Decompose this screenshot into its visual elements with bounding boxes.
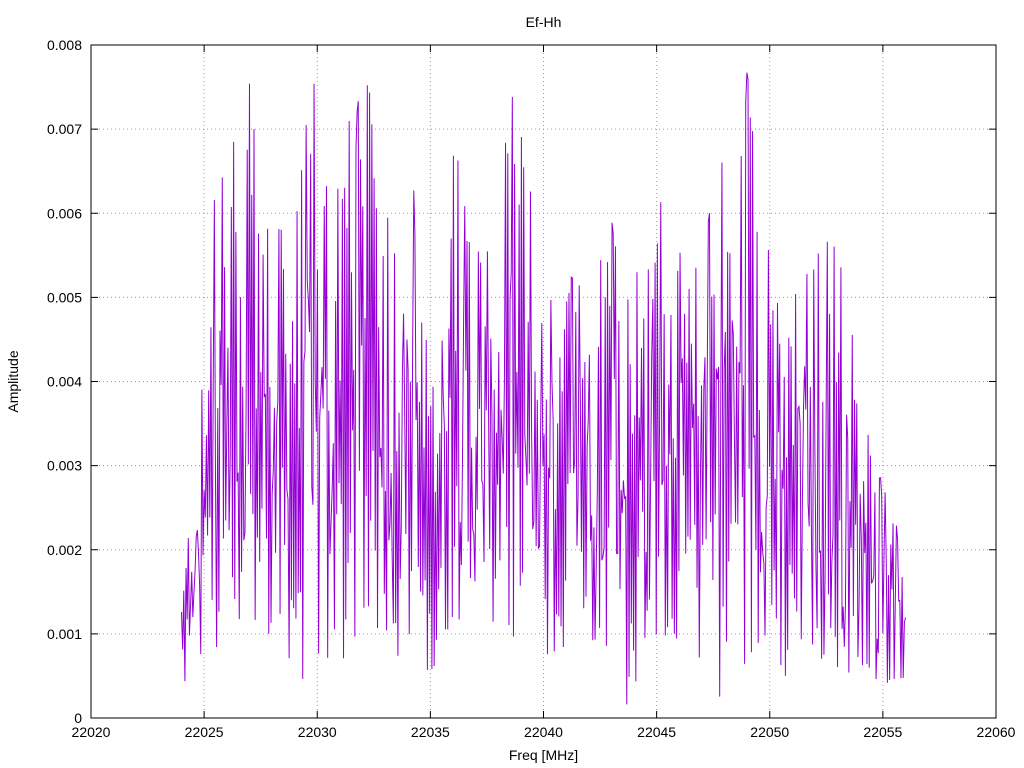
x-tick-label: 22035 xyxy=(411,724,450,740)
y-tick-label: 0.005 xyxy=(47,289,82,305)
grid xyxy=(91,45,996,718)
y-tick-label: 0.008 xyxy=(47,37,82,53)
x-tick-label: 22030 xyxy=(298,724,337,740)
series-layer xyxy=(181,72,906,705)
x-tick-label: 22040 xyxy=(524,724,563,740)
series-line xyxy=(181,72,906,705)
y-tick-label: 0.007 xyxy=(47,121,82,137)
x-tick-label: 22060 xyxy=(977,724,1016,740)
x-axis-label: Freq [MHz] xyxy=(509,747,578,763)
y-tick-label: 0.003 xyxy=(47,458,82,474)
x-tick-label: 22020 xyxy=(72,724,111,740)
y-axis-label: Amplitude xyxy=(5,350,21,412)
y-tick-label: 0.002 xyxy=(47,542,82,558)
y-tick-label: 0.006 xyxy=(47,205,82,221)
x-tick-label: 22045 xyxy=(637,724,676,740)
chart-title: Ef-Hh xyxy=(526,14,562,30)
x-tick-label: 22050 xyxy=(750,724,789,740)
y-tick-label: 0 xyxy=(74,710,82,726)
y-tick-label: 0.001 xyxy=(47,626,82,642)
y-tick-label: 0.004 xyxy=(47,374,82,390)
x-tick-label: 22025 xyxy=(185,724,224,740)
ticks: 22020 22025 22030 22035 22040 22045 22050 22055… xyxy=(47,37,1016,740)
x-tick-label: 22055 xyxy=(863,724,902,740)
